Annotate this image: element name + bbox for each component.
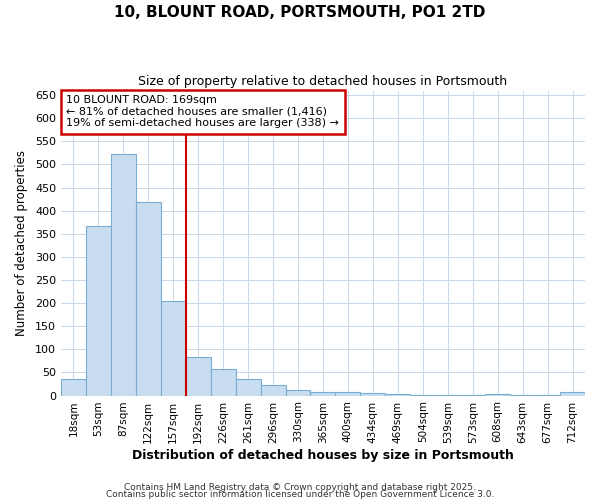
Bar [335,392,361,396]
Text: Contains HM Land Registry data © Crown copyright and database right 2025.: Contains HM Land Registry data © Crown c… [124,484,476,492]
Text: 10, BLOUNT ROAD, PORTSMOUTH, PO1 2TD: 10, BLOUNT ROAD, PORTSMOUTH, PO1 2TD [115,5,485,20]
Bar [286,390,310,396]
Bar [236,379,260,396]
Bar [560,392,585,396]
Bar [161,301,186,396]
Bar [61,379,86,396]
X-axis label: Distribution of detached houses by size in Portsmouth: Distribution of detached houses by size … [132,450,514,462]
Text: Contains public sector information licensed under the Open Government Licence 3.: Contains public sector information licen… [106,490,494,499]
Bar [111,154,136,396]
Bar [136,202,161,396]
Bar [86,226,111,396]
Bar [260,386,286,396]
Y-axis label: Number of detached properties: Number of detached properties [15,150,28,336]
Bar [410,394,435,396]
Bar [211,369,236,396]
Title: Size of property relative to detached houses in Portsmouth: Size of property relative to detached ho… [139,75,508,88]
Text: 10 BLOUNT ROAD: 169sqm
← 81% of detached houses are smaller (1,416)
19% of semi-: 10 BLOUNT ROAD: 169sqm ← 81% of detached… [66,95,339,128]
Bar [186,357,211,396]
Bar [485,394,510,396]
Bar [310,392,335,396]
Bar [385,394,410,396]
Bar [361,393,385,396]
